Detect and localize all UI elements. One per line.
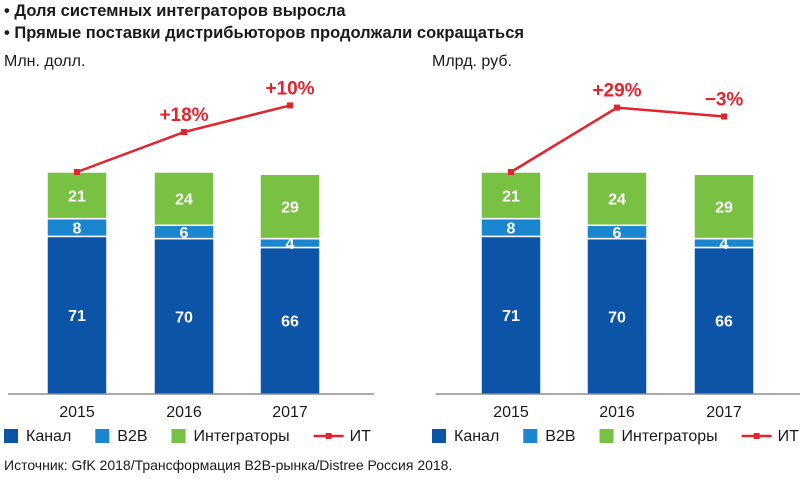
tick-label-2015: 2015 (59, 404, 95, 421)
tick-label-2017: 2017 (706, 404, 742, 421)
data-label-integrators-2016: 24 (175, 192, 193, 209)
chart-1: Млн. долл. 71 8 21 2015 70 6 24 2016 66 4 29 2017 +18… (4, 53, 374, 445)
it-point-2016 (614, 104, 620, 111)
bar-kanal-2016 (153, 237, 215, 395)
legend-swatch-integrators (599, 429, 614, 443)
data-label-kanal-2017: 66 (715, 314, 733, 331)
data-label-b2b-2015: 8 (507, 221, 516, 238)
bar-kanal-2015 (480, 235, 542, 395)
legend-label-it: ИТ (350, 428, 372, 445)
data-label-kanal-2015: 71 (68, 308, 86, 325)
unit-label: Млрд. руб. (432, 53, 512, 70)
it-point-2015 (74, 169, 80, 175)
data-label-b2b-2017: 4 (720, 236, 729, 253)
data-label-kanal-2015: 71 (502, 308, 520, 325)
it-point-2016 (181, 129, 187, 136)
it-point-2017 (721, 113, 727, 120)
legend-label-integrators: Интеграторы (622, 428, 718, 445)
data-label-b2b-2015: 8 (73, 221, 82, 238)
legend-label-b2b: B2B (545, 428, 575, 445)
legend-swatch-integrators (171, 429, 186, 443)
data-label-integrators-2015: 21 (68, 188, 86, 205)
legend: Канал B2B Интеграторы ИТ (4, 428, 371, 445)
source-note: Источник: GfK 2018/Трансформация B2B-рын… (4, 457, 453, 473)
legend-swatch-b2b (95, 429, 110, 443)
it-point-2015 (508, 169, 514, 175)
bar-integrators-2015 (480, 171, 542, 220)
legend-swatch-it-marker (325, 433, 332, 439)
chart-2: Млрд. руб. 71 8 21 2015 70 6 24 2016 66 4 29 2017 +29… (432, 53, 800, 445)
tick-label-2016: 2016 (599, 404, 635, 421)
legend-swatch-kanal (4, 429, 18, 443)
data-label-kanal-2017: 66 (281, 314, 299, 331)
tick-label-2016: 2016 (166, 404, 202, 421)
data-label-integrators-2016: 24 (608, 192, 626, 209)
bar-integrators-2016 (586, 171, 648, 227)
legend-swatch-it-marker (753, 433, 760, 439)
legend: Канал B2B Интеграторы ИТ (432, 428, 799, 445)
legend-swatch-b2b (523, 429, 538, 443)
bullet-integrators: • Доля системных интеграторов выросла (4, 2, 346, 20)
bar-kanal-2017 (693, 246, 755, 395)
bar-integrators-2016 (153, 171, 215, 227)
data-label-b2b-2016: 6 (180, 225, 189, 242)
tick-label-2017: 2017 (272, 404, 308, 421)
bar-kanal-2015 (46, 235, 108, 395)
data-label-integrators-2015: 21 (502, 188, 520, 205)
legend-swatch-kanal (432, 429, 446, 443)
legend-label-kanal: Канал (26, 428, 71, 445)
legend-label-b2b: B2B (117, 428, 147, 445)
data-label-b2b-2017: 4 (286, 236, 295, 253)
bar-integrators-2015 (46, 171, 108, 220)
data-label-kanal-2016: 70 (608, 309, 626, 326)
unit-label: Млн. долл. (4, 53, 85, 70)
data-label-integrators-2017: 29 (281, 199, 299, 216)
data-label-b2b-2016: 6 (613, 225, 622, 242)
data-label-integrators-2017: 29 (715, 199, 733, 216)
legend-label-kanal: Канал (454, 428, 499, 445)
bar-integrators-2017 (259, 173, 321, 240)
it-growth-label-2017: +10% (265, 78, 314, 99)
bullet-list: • Доля системных интеграторов выросла • … (4, 0, 524, 44)
it-growth-label-2016: +29% (592, 81, 641, 102)
it-growth-label-2017: −3% (705, 90, 744, 111)
bar-integrators-2017 (693, 173, 755, 240)
it-line (510, 106, 725, 174)
legend-label-integrators: Интеграторы (194, 428, 290, 445)
it-growth-label-2016: +18% (159, 105, 208, 126)
data-label-kanal-2016: 70 (175, 309, 193, 326)
it-point-2017 (287, 102, 293, 109)
tick-label-2015: 2015 (493, 404, 529, 421)
bullet-distributors: • Прямые поставки дистрибьюторов продолж… (4, 24, 525, 42)
legend-label-it: ИТ (778, 428, 800, 445)
